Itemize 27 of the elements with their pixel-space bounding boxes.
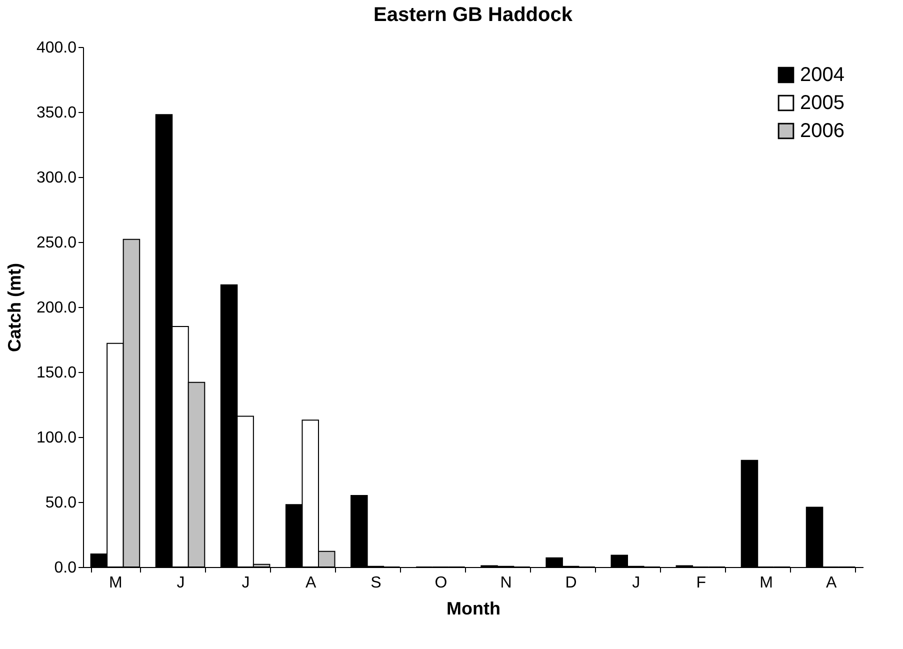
chart-title: Eastern GB Haddock bbox=[374, 4, 574, 26]
y-tick-label: 200.0 bbox=[36, 300, 77, 316]
y-tick-label: 250.0 bbox=[36, 234, 77, 252]
x-tick-label: J bbox=[176, 574, 185, 592]
x-tick-label: S bbox=[370, 574, 382, 592]
x-tick-label: O bbox=[434, 574, 448, 592]
x-tick-label: A bbox=[826, 574, 837, 592]
y-tick-label: 150.0 bbox=[36, 364, 77, 382]
y-tick-label: 300.0 bbox=[36, 170, 77, 186]
x-tick-label: M bbox=[760, 574, 773, 592]
y-tick-label: 50.0 bbox=[45, 494, 77, 512]
legend-label: 2005 bbox=[800, 92, 844, 114]
y-tick-label: 350.0 bbox=[36, 104, 77, 122]
legend-label: 2004 bbox=[800, 64, 844, 86]
y-tick-label: 100.0 bbox=[36, 430, 77, 446]
x-tick-label: M bbox=[109, 574, 122, 592]
x-tick-label: J bbox=[632, 574, 640, 592]
x-axis-title: Month bbox=[446, 598, 500, 618]
y-tick-label: 0.0 bbox=[54, 560, 77, 576]
y-axis-title: Catch (mt) bbox=[4, 262, 24, 352]
y-tick-label: 400.0 bbox=[36, 40, 77, 56]
x-tick-label: J bbox=[242, 574, 250, 592]
x-tick-label: F bbox=[696, 574, 706, 592]
x-tick-label: N bbox=[500, 574, 512, 592]
legend-label: 2006 bbox=[800, 120, 844, 142]
x-tick-label: A bbox=[306, 574, 317, 592]
x-tick-label: D bbox=[565, 574, 577, 592]
